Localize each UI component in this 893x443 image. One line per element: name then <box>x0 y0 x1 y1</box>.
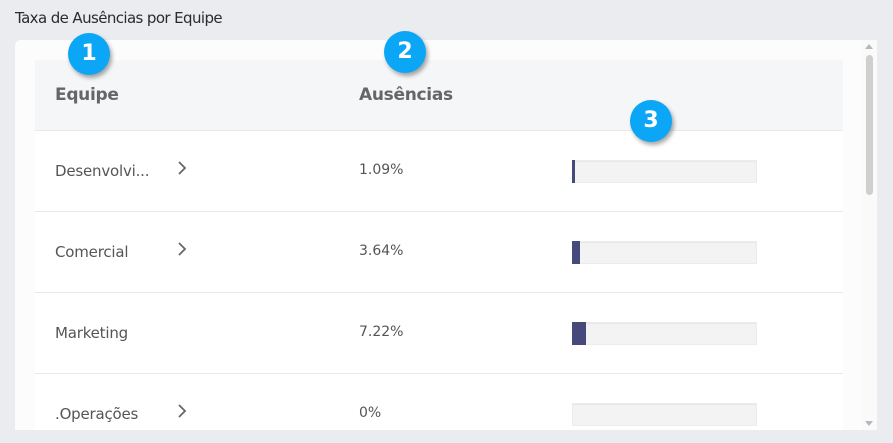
step-badge-2: 2 <box>384 31 426 73</box>
step-badge-1: 1 <box>68 33 110 75</box>
absence-rate: 1.09% <box>359 162 404 178</box>
team-name: Marketing <box>55 324 128 342</box>
vertical-scrollbar[interactable] <box>862 40 877 430</box>
table-header: Equipe Ausências <box>35 60 843 131</box>
chevron-right-icon[interactable] <box>177 402 187 420</box>
absence-rate: 0% <box>359 405 382 421</box>
team-name: Comercial <box>55 243 129 261</box>
table-row[interactable]: .Operações 0% <box>35 374 843 430</box>
absence-rate: 3.64% <box>359 243 404 259</box>
chevron-right-icon[interactable] <box>177 240 187 258</box>
scrollbar-thumb[interactable] <box>866 55 873 195</box>
absence-bar <box>572 403 757 426</box>
absence-card: Equipe Ausências Desenvolvi... 1.09% Com… <box>15 40 877 430</box>
absence-bar-fill <box>572 322 586 345</box>
team-name: .Operações <box>55 405 139 423</box>
absence-bar <box>572 322 757 345</box>
card-title: Taxa de Ausências por Equipe <box>15 9 223 27</box>
absence-bar-fill <box>572 241 580 264</box>
absence-table: Equipe Ausências Desenvolvi... 1.09% Com… <box>35 60 843 430</box>
absence-bar <box>572 241 757 264</box>
table-row[interactable]: Desenvolvi... 1.09% <box>35 131 843 212</box>
table-row[interactable]: Marketing 7.22% <box>35 293 843 374</box>
absence-rate: 7.22% <box>359 324 404 340</box>
absence-bar-fill <box>572 160 575 183</box>
column-header-team[interactable]: Equipe <box>55 85 119 105</box>
scroll-up-arrow-icon[interactable] <box>865 44 873 49</box>
absence-bar <box>572 160 757 183</box>
column-header-absences[interactable]: Ausências <box>359 85 453 105</box>
team-name: Desenvolvi... <box>55 162 150 180</box>
step-badge-3: 3 <box>630 100 672 142</box>
chevron-right-icon[interactable] <box>177 159 187 177</box>
scroll-down-arrow-icon[interactable] <box>865 421 873 426</box>
table-row[interactable]: Comercial 3.64% <box>35 212 843 293</box>
